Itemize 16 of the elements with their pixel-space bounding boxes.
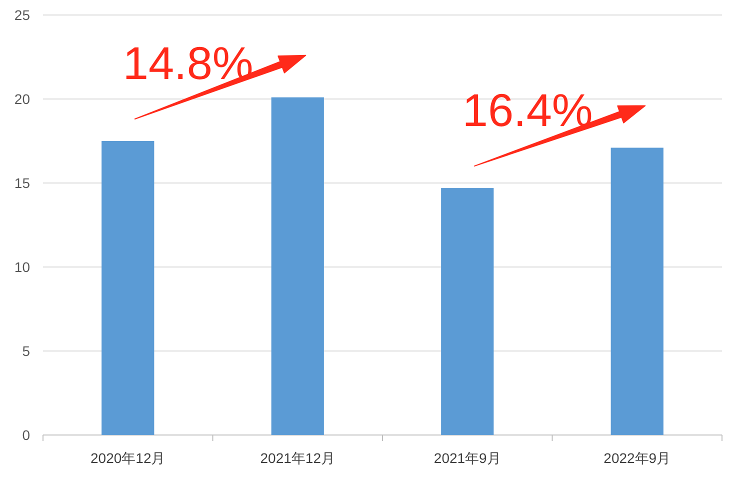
bar (441, 188, 494, 435)
annotation: 16.4% (462, 84, 593, 136)
bar (102, 141, 154, 435)
annotation: 14.8% (122, 37, 254, 89)
x-tick-label: 2022年9月 (604, 450, 671, 466)
y-tick-label: 0 (22, 427, 30, 443)
bar (271, 97, 324, 435)
y-tick-label: 15 (14, 175, 30, 191)
y-tick-label: 20 (14, 91, 30, 107)
x-tick-label: 2021年9月 (434, 450, 501, 466)
x-tick-label: 2021年12月 (260, 450, 335, 466)
bar (610, 148, 664, 435)
y-tick-label: 25 (14, 7, 30, 23)
y-tick-label: 5 (22, 343, 30, 359)
y-tick-label: 10 (14, 259, 30, 275)
x-tick-label: 2020年12月 (90, 450, 166, 466)
